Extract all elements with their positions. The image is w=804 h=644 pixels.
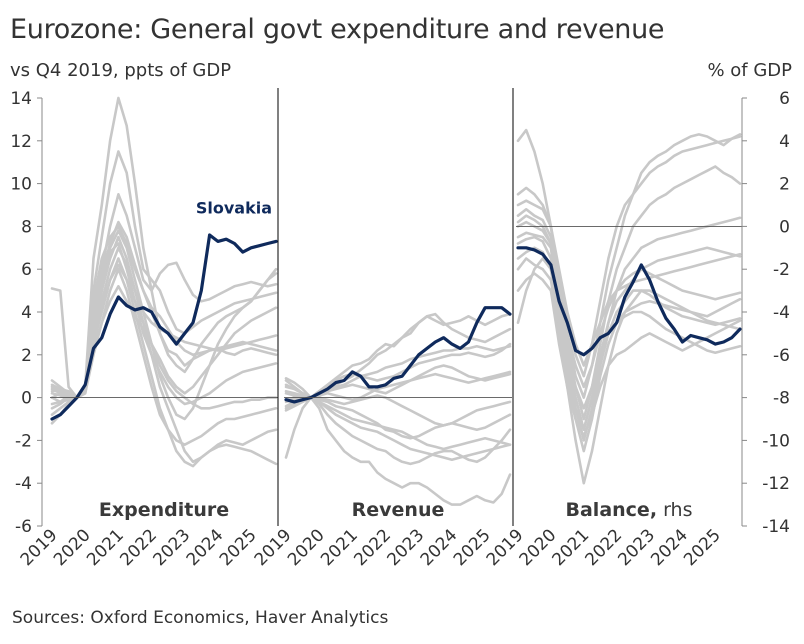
x-tick-label-revenue-2019: 2019 <box>251 525 296 570</box>
series-line-expenditure-slovakia <box>50 233 278 421</box>
series-line-expenditure-other-13 <box>50 220 278 399</box>
y-tick-label-right: -2 <box>773 260 790 280</box>
axes-layer <box>37 88 747 527</box>
series-line-balance-other-8 <box>516 246 742 453</box>
y-tick-label-right: 4 <box>779 132 790 152</box>
panel-title-expenditure: Expenditure <box>99 499 229 521</box>
y-tick-label-left: -6 <box>15 517 32 537</box>
y-tick-label-left: -4 <box>15 474 32 494</box>
y-tick-label-left: 14 <box>10 89 32 109</box>
x-tick-label-balance-2023: 2023 <box>614 525 659 570</box>
right-axis-unit: % of GDP <box>707 60 792 81</box>
series-line-revenue-other-9 <box>284 370 512 402</box>
x-tick-label-balance-2020: 2020 <box>516 525 561 570</box>
source-note: Sources: Oxford Economics, Haver Analyti… <box>12 608 389 628</box>
x-tick-label-revenue-2023: 2023 <box>384 525 429 570</box>
x-tick-label-balance-2025: 2025 <box>680 525 725 570</box>
y-tick-label-right: 0 <box>779 217 790 237</box>
chart-canvas: 2019202020212022202320242025ExpenditureS… <box>10 88 790 570</box>
series-line-revenue-other-12 <box>284 396 512 462</box>
panel-title-suffix: rhs <box>657 499 692 521</box>
y-tick-label-left: 0 <box>21 389 32 409</box>
y-tick-label-left: 8 <box>21 217 32 237</box>
panel-title-revenue: Revenue <box>352 499 445 521</box>
y-tick-label-right: -6 <box>773 346 790 366</box>
left-axis-unit: vs Q4 2019, ppts of GDP <box>10 60 232 81</box>
series-line-revenue-other-1 <box>284 396 512 506</box>
x-tick-label-balance-2024: 2024 <box>647 525 692 570</box>
panel-title-balance: Balance, rhs <box>566 499 693 521</box>
y-tick-label-left: 2 <box>21 346 32 366</box>
series-line-balance-other-5 <box>516 257 742 485</box>
series-line-balance-other-11 <box>516 220 742 389</box>
x-tick-label-expenditure-2021: 2021 <box>83 525 128 570</box>
series-label-slovakia: Slovakia <box>196 199 272 218</box>
x-tick-label-revenue-2024: 2024 <box>417 525 462 570</box>
y-tick-label-left: 12 <box>10 132 32 152</box>
x-tick-label-expenditure-2025: 2025 <box>216 525 261 570</box>
y-tick-label-right: -8 <box>773 389 790 409</box>
series-line-expenditure-other-1 <box>50 96 278 399</box>
series-line-revenue-other-11 <box>284 342 512 399</box>
x-tick-label-expenditure-2023: 2023 <box>150 525 195 570</box>
y-tick-label-left: 6 <box>21 260 32 280</box>
y-tick-label-left: -2 <box>15 431 32 451</box>
series-line-revenue-slovakia <box>284 306 512 404</box>
y-tick-label-right: 2 <box>779 175 790 195</box>
x-tick-label-expenditure-2020: 2020 <box>50 525 95 570</box>
series-line-balance-slovakia <box>516 246 742 357</box>
x-tick-label-revenue-2021: 2021 <box>317 525 362 570</box>
y-tick-label-right: -10 <box>762 431 790 451</box>
y-tick-label-left: 10 <box>10 175 32 195</box>
x-tick-label-revenue-2025: 2025 <box>450 525 495 570</box>
x-tick-label-expenditure-2022: 2022 <box>116 525 161 570</box>
x-tick-label-revenue-2022: 2022 <box>350 525 395 570</box>
x-tick-label-balance-2021: 2021 <box>549 525 594 570</box>
series-line-revenue-other-10 <box>284 394 512 427</box>
y-tick-label-right: -4 <box>773 303 790 323</box>
y-tick-label-right: 6 <box>779 89 790 109</box>
series-line-revenue-other-4 <box>284 396 512 466</box>
y-tick-label-left: 4 <box>21 303 32 323</box>
series-line-revenue-other-8 <box>284 396 512 440</box>
lines-layer <box>50 96 742 506</box>
x-tick-label-balance-2022: 2022 <box>581 525 626 570</box>
x-tick-label-expenditure-2024: 2024 <box>183 525 228 570</box>
x-tick-label-balance-2019: 2019 <box>483 525 528 570</box>
x-tick-label-revenue-2020: 2020 <box>284 525 329 570</box>
y-tick-label-right: -14 <box>762 517 790 537</box>
y-tick-label-right: -12 <box>762 474 790 494</box>
chart-title: Eurozone: General govt expenditure and r… <box>10 14 665 45</box>
series-line-balance-other-9 <box>516 199 742 367</box>
